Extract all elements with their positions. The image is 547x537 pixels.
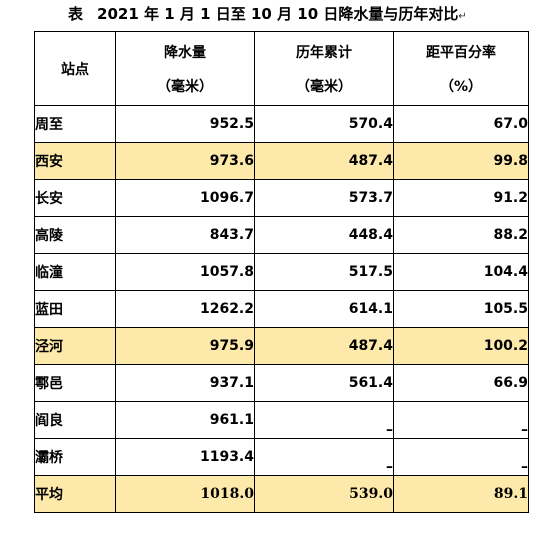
table-title: 表 2021 年 1 月 1 日至 10 月 10 日降水量与历年对比↵ — [68, 5, 467, 23]
station-cell: 鄠邑 — [34, 364, 116, 402]
anomaly-cell: – — [393, 438, 529, 476]
anomaly-cell: – — [393, 401, 529, 439]
station-cell: 泾河 — [34, 327, 116, 365]
anomaly-cell: 91.2 — [393, 179, 529, 217]
precip-cell: 1057.8 — [115, 253, 255, 291]
anomaly-cell: 105.5 — [393, 290, 529, 328]
header-row: 站点 降水量 （毫米） 历年累计 （毫米） 距平百分率 （%） — [34, 31, 529, 106]
station-cell: 临潼 — [34, 253, 116, 291]
normal-cell: 487.4 — [254, 142, 394, 180]
normal-cell: – — [254, 401, 394, 439]
station-cell: 阎良 — [34, 401, 116, 439]
precip-cell: 1096.7 — [115, 179, 255, 217]
precip-cell: 1262.2 — [115, 290, 255, 328]
table-row: 阎良 961.1– – — [34, 401, 529, 439]
precip-cell: 973.6 — [115, 142, 255, 180]
normal-cell: 448.4 — [254, 216, 394, 254]
precip-cell: 961.1 — [115, 401, 255, 439]
anomaly-cell: 67.0 — [393, 105, 529, 143]
normal-cell: 561.4 — [254, 364, 394, 402]
table-row: 灞桥 1193.4– – — [34, 438, 529, 476]
table-body: 周至 952.5 570.4 67.0 西安 973.6 487.4 99.8 长安 1096.7… — [34, 105, 529, 513]
table-row: 周至 952.5 570.4 67.0 — [34, 105, 529, 143]
table-row: 西安 973.6 487.4 99.8 — [34, 142, 529, 180]
normal-cell: 539.0 — [254, 475, 394, 513]
station-cell: 长安 — [34, 179, 116, 217]
table-row: 高陵 843.7 448.4 88.2 — [34, 216, 529, 254]
precip-cell: 843.7 — [115, 216, 255, 254]
precip-cell: 1193.4 — [115, 438, 255, 476]
precip-cell: 952.5 — [115, 105, 255, 143]
table-row: 长安 1096.7 573.7 91.2 — [34, 179, 529, 217]
anomaly-cell: 104.4 — [393, 253, 529, 291]
station-cell: 平均 — [34, 475, 116, 513]
station-cell: 西安 — [34, 142, 116, 180]
precip-cell: 975.9 — [115, 327, 255, 365]
anomaly-cell: 66.9 — [393, 364, 529, 402]
table-row: 临潼 1057.8 517.5 104.4 — [34, 253, 529, 291]
station-cell: 蓝田 — [34, 290, 116, 328]
precip-cell: 937.1 — [115, 364, 255, 402]
precip-cell: 1018.0 — [115, 475, 255, 513]
anomaly-cell: 100.2 — [393, 327, 529, 365]
normal-cell: 614.1 — [254, 290, 394, 328]
table-label: 表 — [68, 5, 84, 23]
station-cell: 灞桥 — [34, 438, 116, 476]
station-cell: 高陵 — [34, 216, 116, 254]
normal-cell: 573.7 — [254, 179, 394, 217]
table-row: 泾河 975.9 487.4 100.2 — [34, 327, 529, 365]
anomaly-cell: 88.2 — [393, 216, 529, 254]
table-row: 蓝田 1262.2 614.1 105.5 — [34, 290, 529, 328]
precipitation-table: 站点 降水量 （毫米） 历年累计 （毫米） 距平百分率 （%） 周至 952.5 5… — [34, 31, 529, 513]
anomaly-cell: 99.8 — [393, 142, 529, 180]
normal-cell: – — [254, 438, 394, 476]
table-title-text: 2021 年 1 月 1 日至 10 月 10 日降水量与历年对比 — [97, 5, 459, 23]
header-station: 站点 — [34, 31, 116, 106]
normal-cell: 570.4 — [254, 105, 394, 143]
header-normal: 历年累计 （毫米） — [254, 31, 394, 106]
normal-cell: 517.5 — [254, 253, 394, 291]
table-row: 鄠邑 937.1 561.4 66.9 — [34, 364, 529, 402]
anomaly-cell: 89.1 — [393, 475, 529, 513]
header-precip: 降水量 （毫米） — [115, 31, 255, 106]
header-anomaly: 距平百分率 （%） — [393, 31, 529, 106]
station-cell: 周至 — [34, 105, 116, 143]
normal-cell: 487.4 — [254, 327, 394, 365]
table-row: 平均 1018.0 539.0 89.1 — [34, 475, 529, 513]
